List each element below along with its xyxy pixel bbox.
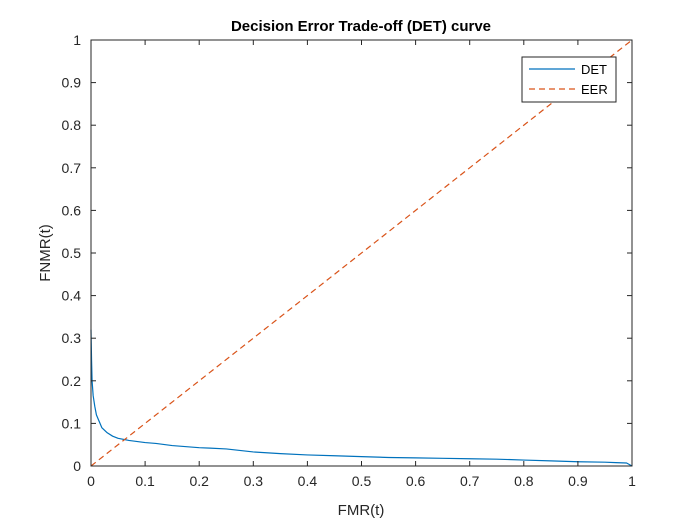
y-tick-label: 0.9 <box>62 75 82 91</box>
x-tick-label: 0.6 <box>406 473 426 489</box>
x-tick-label: 1 <box>628 473 636 489</box>
y-tick-label: 0.5 <box>62 245 82 261</box>
y-tick-label: 0.4 <box>62 288 82 304</box>
y-tick-label: 0.6 <box>62 202 82 218</box>
legend-box <box>521 56 617 103</box>
series-layer <box>90 39 633 467</box>
x-tick-label: 0.9 <box>568 473 588 489</box>
y-tick-label: 0.1 <box>62 415 82 431</box>
y-tick-label: 0.3 <box>62 330 82 346</box>
legend-label-eer: EER <box>581 82 608 97</box>
y-tick-label: 1 <box>73 32 81 48</box>
legend: DET EER <box>521 56 617 103</box>
legend-label-det: DET <box>581 62 607 77</box>
y-tick-label: 0 <box>73 458 81 474</box>
x-tick-label: 0.4 <box>298 473 318 489</box>
x-tick-label: 0 <box>87 473 95 489</box>
x-tick-label: 0.3 <box>244 473 264 489</box>
series-line-det <box>90 329 633 467</box>
x-tick-label: 0.5 <box>352 473 372 489</box>
x-tick-label: 0.1 <box>135 473 155 489</box>
y-axis: 0 0.1 0.2 0.3 0.4 0.5 0.6 0.7 0.8 0.9 1 <box>62 32 632 474</box>
y-tick-label: 0.7 <box>62 160 82 176</box>
y-axis-label: FNMR(t) <box>37 224 54 281</box>
y-tick-label: 0.8 <box>62 117 82 133</box>
y-tick-label: 0.2 <box>62 373 82 389</box>
x-axis-label: FMR(t) <box>338 502 385 519</box>
x-axis: 0 0.1 0.2 0.3 0.4 0.5 0.6 0.7 0.8 0.9 1 <box>87 40 636 489</box>
x-tick-label: 0.8 <box>514 473 534 489</box>
x-tick-label: 0.7 <box>460 473 480 489</box>
chart-title: Decision Error Trade-off (DET) curve <box>231 18 491 35</box>
x-tick-label: 0.2 <box>189 473 209 489</box>
series-line-eer <box>90 39 633 467</box>
